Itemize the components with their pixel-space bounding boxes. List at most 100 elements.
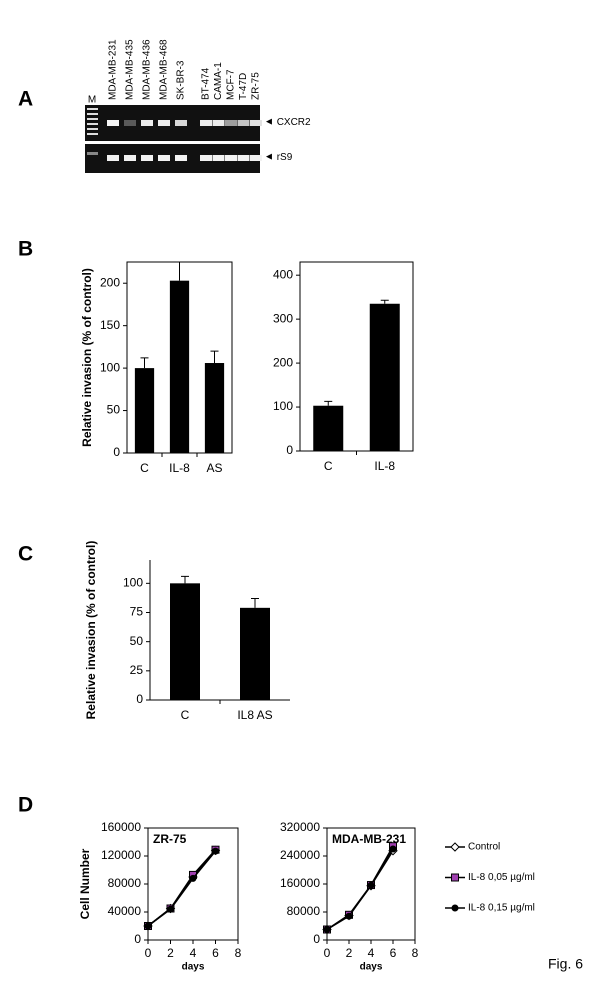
- panel-letter: D: [18, 794, 33, 817]
- y-tick-label: 40000: [108, 904, 142, 918]
- marker-band: [87, 118, 98, 120]
- gel-band: [250, 155, 262, 161]
- lane-label: MDA-MB-436: [142, 39, 153, 100]
- legend-label: IL-8 0,15 µg/ml: [468, 903, 535, 914]
- y-tick-label: 0: [113, 445, 120, 459]
- x-tick-label: 8: [235, 946, 242, 960]
- gel-band: [225, 120, 237, 126]
- legend-marker: [451, 873, 459, 882]
- gel-band: [212, 155, 225, 161]
- lane-label: ZR-75: [251, 72, 262, 100]
- panel-letter: A: [18, 88, 33, 111]
- series-line: [147, 850, 217, 927]
- x-tick-label: 8: [412, 946, 419, 960]
- figure-label: Fig. 6: [548, 956, 583, 972]
- y-axis-label: Relative invasion (% of control): [80, 268, 94, 447]
- gel-band: [250, 120, 262, 126]
- y-tick-label: 200: [100, 275, 120, 289]
- lane-label: CAMA-1: [213, 62, 224, 100]
- point: [323, 926, 331, 933]
- point: [345, 912, 353, 920]
- band-label: ◄ rS9: [264, 152, 293, 163]
- y-tick-label: 0: [313, 932, 320, 946]
- marker-band: [87, 152, 98, 155]
- lane-label: T-47D: [238, 73, 249, 100]
- y-axis-label: Relative invasion (% of control): [84, 541, 98, 720]
- x-axis-label: days: [360, 962, 383, 973]
- error-bar: [181, 575, 189, 584]
- gel-band: [212, 120, 225, 126]
- y-tick-label: 50: [107, 403, 121, 417]
- y-tick-label: 160000: [101, 820, 141, 834]
- marker-band: [87, 133, 98, 135]
- y-tick-label: 240000: [280, 848, 320, 862]
- x-tick-label: IL-8: [374, 459, 395, 473]
- error-bar: [210, 350, 219, 364]
- y-tick-label: 120000: [101, 848, 141, 862]
- lane-label: MCF-7: [226, 69, 237, 100]
- x-tick-label: C: [140, 461, 149, 475]
- y-axis-label: Cell Number: [78, 848, 92, 919]
- lane-label: BT-474: [201, 67, 212, 100]
- y-tick-label: 100: [100, 360, 120, 374]
- marker-band: [87, 113, 98, 115]
- x-tick-label: C: [324, 459, 333, 473]
- point: [189, 874, 197, 882]
- y-tick-label: 80000: [287, 904, 321, 918]
- marker-band: [87, 108, 98, 110]
- lane-label: SK-BR-3: [176, 60, 187, 100]
- gel-band: [237, 155, 250, 161]
- lane-label: MDA-MB-231: [108, 39, 119, 100]
- gel-band: [158, 120, 170, 126]
- series-line: [326, 848, 394, 931]
- x-tick-label: 0: [145, 946, 152, 960]
- point: [389, 845, 397, 853]
- y-tick-label: 75: [130, 605, 144, 619]
- gel-band: [107, 120, 119, 126]
- chart-title: MDA-MB-231: [332, 832, 406, 846]
- bar: [369, 303, 400, 451]
- y-tick-label: 320000: [280, 820, 320, 834]
- legend-label: Control: [468, 842, 500, 853]
- y-tick-label: 400: [273, 267, 293, 281]
- gel-band: [141, 120, 153, 126]
- x-tick-label: 0: [324, 946, 331, 960]
- y-tick-label: 150: [100, 318, 120, 332]
- error-bar: [175, 261, 184, 281]
- x-tick-label: AS: [206, 461, 222, 475]
- x-tick-label: 6: [390, 946, 397, 960]
- bar: [240, 607, 270, 700]
- gel-band: [107, 155, 119, 161]
- panel-letter: C: [18, 543, 33, 566]
- x-tick-label: IL8 AS: [237, 708, 272, 722]
- y-tick-label: 200: [273, 355, 293, 369]
- y-tick-label: 160000: [280, 876, 320, 890]
- lane-label: MDA-MB-435: [125, 39, 136, 100]
- band-label: ◄ CXCR2: [264, 117, 311, 128]
- point: [144, 922, 152, 930]
- point: [212, 847, 219, 855]
- chart-title: ZR-75: [153, 832, 187, 846]
- x-tick-label: C: [181, 708, 190, 722]
- gel-band: [124, 155, 136, 161]
- x-tick-label: 4: [368, 946, 375, 960]
- marker-band: [87, 128, 98, 130]
- error-bar: [380, 299, 389, 304]
- y-tick-label: 0: [136, 692, 143, 706]
- y-tick-label: 0: [134, 932, 141, 946]
- y-tick-label: 100: [123, 576, 143, 590]
- x-tick-label: IL-8: [169, 461, 190, 475]
- legend-marker: [450, 842, 460, 852]
- gel-band: [175, 155, 187, 161]
- band-name: CXCR2: [277, 117, 311, 128]
- x-tick-label: 2: [346, 946, 353, 960]
- bar: [169, 280, 190, 453]
- error-bar: [140, 357, 149, 369]
- point: [167, 905, 174, 913]
- gel-band: [200, 155, 212, 161]
- x-tick-label: 4: [190, 946, 197, 960]
- lane-label: MDA-MB-468: [159, 39, 170, 100]
- gel-band: [158, 155, 170, 161]
- gel-band: [175, 120, 187, 126]
